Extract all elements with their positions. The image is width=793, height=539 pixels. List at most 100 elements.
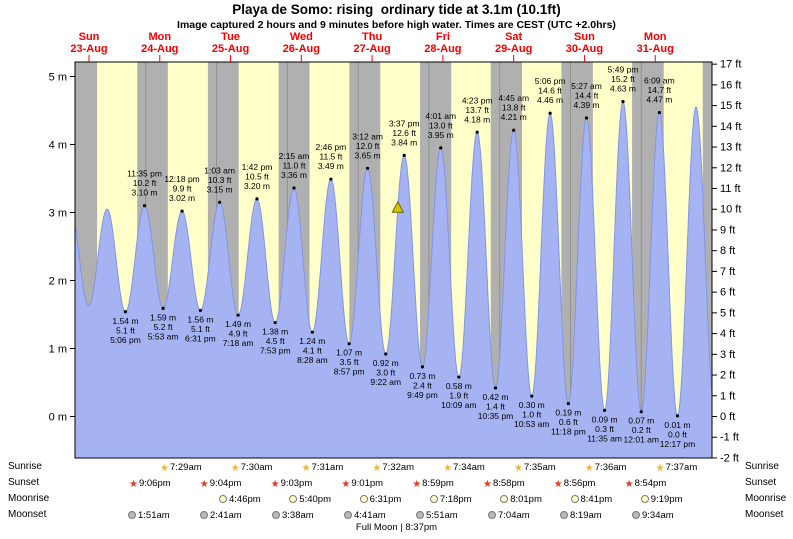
- moonrise-time: 9:19pm: [640, 494, 682, 505]
- tide-extreme-dot: [161, 306, 165, 310]
- high-tide-annotation: 4:01 am: [425, 111, 456, 121]
- high-tide-annotation: 10.3 ft: [208, 175, 232, 185]
- tide-extreme-dot: [584, 116, 589, 120]
- sunrise-time: ★7:31am: [301, 462, 344, 474]
- day-label-date: 31-Aug: [637, 43, 674, 55]
- moonset-circle-icon: [200, 511, 208, 519]
- sunrise-time: ★7:37am: [655, 462, 698, 474]
- y-axis-label-ft: 8 ft: [720, 245, 735, 257]
- low-tide-annotation: 5.1 ft: [116, 325, 136, 335]
- y-axis-label-ft: 12 ft: [720, 162, 741, 174]
- day-label-date: 30-Aug: [566, 43, 603, 55]
- high-tide-annotation: 5:06 pm: [535, 76, 566, 86]
- y-axis-label-ft: 2 ft: [720, 370, 735, 382]
- moonrise-time: 4:46pm: [219, 494, 261, 505]
- tide-extreme-dot: [512, 128, 516, 132]
- tide-extreme-dot: [218, 200, 222, 204]
- high-tide-annotation: 1:03 am: [204, 165, 235, 175]
- tide-extreme-dot: [236, 313, 240, 317]
- low-tide-annotation: 12:01 am: [624, 435, 659, 445]
- tide-extreme-dot: [402, 153, 406, 157]
- sunset-row-label-right: Sunset: [745, 477, 777, 488]
- moonset-row: Moonset Moonset 1:51am 2:41am 3:38am 4:41am…: [0, 508, 793, 523]
- moonset-time: 4:41am: [344, 510, 386, 521]
- moonset-circle-icon: [416, 511, 424, 519]
- night-band: [702, 62, 712, 458]
- low-tide-annotation: 11:18 pm: [551, 427, 586, 437]
- moonset-circle-icon: [632, 511, 640, 519]
- high-tide-annotation: 3.84 m: [391, 137, 417, 147]
- sunset-time: ★8:59pm: [412, 478, 454, 490]
- sunrise-time: ★7:36am: [584, 462, 627, 474]
- tide-extreme-dot: [347, 342, 351, 346]
- moonset-circle-icon: [344, 511, 352, 519]
- sunrise-row: Sunrise Sunrise ★7:29am ★7:30am ★7:31am ★7:…: [0, 460, 793, 475]
- tide-extreme-dot: [621, 100, 625, 104]
- tide-extreme-dot: [123, 310, 128, 314]
- tide-extreme-dot: [439, 146, 443, 150]
- high-tide-annotation: 10.2 ft: [133, 178, 157, 188]
- sunset-time: ★9:06pm: [129, 478, 171, 490]
- y-axis-label-ft: 17 ft: [720, 59, 741, 71]
- low-tide-annotation: 1.49 m: [225, 319, 251, 329]
- moonset-time: 3:38am: [272, 510, 314, 521]
- day-label-date: 29-Aug: [495, 43, 532, 55]
- sunrise-star-icon: ★: [514, 463, 523, 474]
- tide-extreme-dot: [255, 197, 259, 201]
- y-axis-label-ft: 13 ft: [720, 142, 741, 154]
- high-tide-annotation: 15.2 ft: [611, 74, 635, 84]
- tide-extreme-dot: [310, 330, 314, 334]
- high-tide-annotation: 4:23 pm: [462, 95, 493, 105]
- low-tide-annotation: 0.73 m: [409, 371, 435, 381]
- day-label-date: 24-Aug: [141, 43, 178, 55]
- y-axis-label-m: 5 m: [49, 72, 67, 84]
- chart-title: Playa de Somo: rising ordinary tide at 3…: [232, 2, 561, 17]
- moonset-row-label: Moonset: [8, 509, 47, 520]
- low-tide-annotation: 3.5 ft: [340, 357, 360, 367]
- moonrise-circle-icon: [429, 495, 438, 503]
- y-axis-label-ft: 4 ft: [720, 328, 735, 340]
- tide-extreme-dot: [384, 352, 388, 356]
- sunset-star-icon: ★: [199, 479, 209, 490]
- moonset-time: 7:04am: [488, 510, 530, 521]
- moonset-circle-icon: [272, 511, 280, 519]
- sunrise-row-label: Sunrise: [8, 461, 42, 472]
- high-tide-annotation: 4.46 m: [537, 95, 563, 105]
- moonrise-time: 6:31pm: [359, 494, 401, 505]
- sunrise-star-icon: ★: [443, 463, 453, 474]
- high-tide-annotation: 14.4 ft: [575, 90, 599, 100]
- tide-extreme-dot: [273, 321, 277, 325]
- high-tide-annotation: 1:42 pm: [242, 162, 273, 172]
- moonrise-time: 7:18pm: [429, 494, 472, 505]
- low-tide-annotation: 1.38 m: [262, 327, 288, 337]
- high-tide-annotation: 10.5 ft: [245, 171, 269, 181]
- high-tide-annotation: 3.36 m: [281, 170, 307, 180]
- sunrise-time: ★7:30am: [230, 462, 273, 474]
- sunrise-star-icon: ★: [301, 463, 311, 474]
- sunset-time: ★9:04pm: [199, 478, 242, 490]
- day-label-date: 27-Aug: [353, 43, 390, 55]
- low-tide-annotation: 0.92 m: [373, 358, 399, 368]
- y-axis-label-m: 0 m: [49, 412, 67, 424]
- tide-extreme-dot: [657, 110, 661, 115]
- y-axis-label-ft: 0 ft: [720, 411, 735, 423]
- low-tide-annotation: 0.0 ft: [668, 429, 688, 439]
- moonrise-circle-icon: [640, 495, 649, 503]
- high-tide-annotation: 12.0 ft: [356, 141, 380, 151]
- y-axis-label-m: 3 m: [49, 208, 67, 220]
- moonset-time: 5:51am: [416, 510, 458, 521]
- high-tide-annotation: 13.0 ft: [429, 120, 453, 130]
- sunrise-star-icon: ★: [372, 463, 382, 474]
- high-tide-annotation: 3.02 m: [169, 193, 195, 203]
- high-tide-annotation: 3.49 m: [318, 161, 344, 171]
- day-label-name: Thu: [362, 31, 382, 43]
- low-tide-annotation: 10:53 am: [514, 419, 549, 429]
- current-tide-marker: [391, 200, 405, 213]
- sunset-row: Sunset Sunset ★9:06pm ★9:04pm ★9:03pm ★9:01…: [0, 476, 793, 491]
- low-tide-annotation: 0.42 m: [482, 392, 508, 402]
- low-tide-annotation: 0.6 ft: [559, 417, 579, 427]
- chart-subtitle: Image captured 2 hours and 9 minutes bef…: [177, 19, 616, 31]
- day-label-name: Sat: [505, 31, 522, 43]
